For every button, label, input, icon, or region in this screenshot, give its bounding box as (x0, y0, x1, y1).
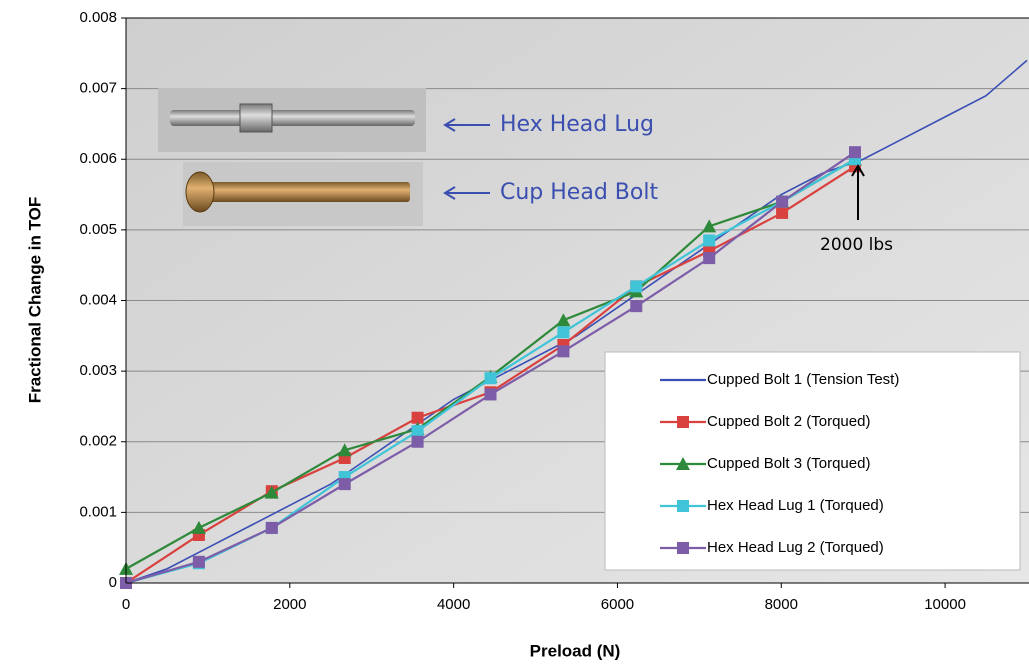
marker (192, 555, 205, 568)
legend-label: Cupped Bolt 1 (Tension Test) (707, 371, 899, 388)
marker (191, 520, 206, 534)
marker (411, 411, 424, 424)
y-tick-label: 0.002 (79, 433, 117, 450)
y-tick-label: 0.006 (79, 150, 117, 167)
y-tick-label: 0 (109, 574, 117, 591)
x-tick-label: 2000 (273, 596, 306, 613)
legend-marker (677, 542, 689, 554)
legend-marker (677, 416, 689, 428)
legend-label: Cupped Bolt 3 (Torqued) (707, 455, 870, 472)
legend-label: Cupped Bolt 2 (Torqued) (707, 413, 870, 430)
legend: Cupped Bolt 1 (Tension Test) Cupped Bolt … (604, 351, 1021, 571)
y-tick-label: 0.007 (79, 80, 117, 97)
y-tick-label: 0.008 (79, 9, 117, 26)
marker (848, 146, 861, 159)
marker (411, 435, 424, 448)
annotation: Hex Head Lug (500, 112, 654, 137)
x-tick-label: 8000 (765, 596, 798, 613)
y-tick-label: 0.005 (79, 221, 117, 238)
x-axis-label: Preload (N) (530, 641, 621, 660)
marker (556, 313, 571, 327)
marker (630, 300, 643, 313)
marker (484, 388, 497, 401)
legend-marker (676, 457, 690, 470)
annotation: 2000 lbs (820, 235, 893, 255)
marker (557, 326, 570, 339)
marker (338, 478, 351, 491)
marker (776, 206, 789, 219)
legend-label: Hex Head Lug 2 (Torqued) (707, 539, 884, 556)
cup-bolt-photo (183, 162, 423, 226)
annotation-arrows (443, 118, 490, 200)
x-tick-label: 0 (122, 596, 130, 613)
marker (702, 219, 717, 233)
x-tick-label: 10000 (924, 596, 966, 613)
marker (703, 252, 716, 265)
marker (703, 234, 716, 247)
marker (484, 372, 497, 385)
x-tick-label: 4000 (437, 596, 470, 613)
y-tick-label: 0.003 (79, 362, 117, 379)
legend-marker (677, 500, 689, 512)
marker (557, 345, 570, 358)
y-tick-label: 0.004 (79, 291, 117, 308)
hex-lug-photo (158, 88, 426, 152)
x-tick-label: 6000 (601, 596, 634, 613)
marker (411, 425, 424, 438)
marker (776, 195, 789, 208)
marker (630, 280, 643, 293)
annotation: Cup Head Bolt (500, 180, 658, 205)
marker (337, 443, 352, 457)
marker (264, 485, 279, 499)
annotation-arrow (851, 164, 865, 220)
y-tick-label: 0.001 (79, 503, 117, 520)
marker (265, 521, 278, 534)
y-axis-label: Fractional Change in TOF (25, 197, 44, 404)
legend-label: Hex Head Lug 1 (Torqued) (707, 497, 884, 514)
